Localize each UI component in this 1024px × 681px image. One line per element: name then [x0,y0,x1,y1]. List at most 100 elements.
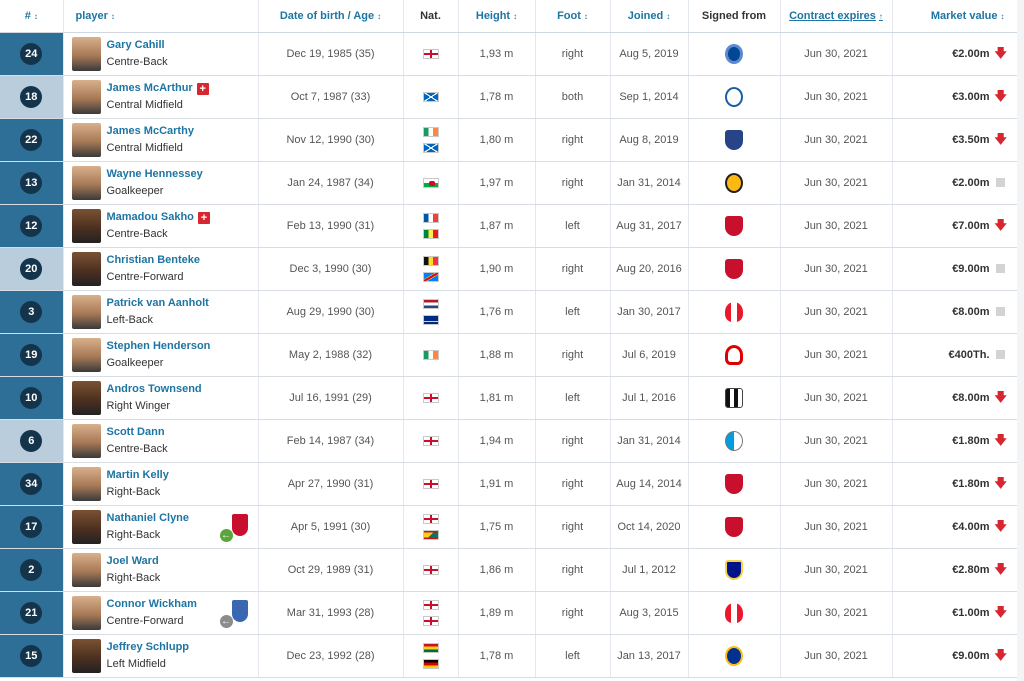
col-header-contract-expires[interactable]: Contract expires ↑ [780,0,893,33]
player-name-link[interactable]: Gary Cahill [106,39,165,51]
player-avatar[interactable] [71,424,101,458]
market-value-link[interactable]: €7.00m [952,219,990,232]
height-cell: 1,88 m [458,333,536,377]
player-cell: Wayne Hennessey Goalkeeper [63,161,259,205]
player-name-link[interactable]: Stephen Henderson [106,340,211,352]
player-avatar[interactable] [71,553,101,587]
player-avatar[interactable] [71,381,101,415]
market-value-link[interactable]: €4.00m [952,520,990,533]
injury-icon[interactable]: + [196,83,209,95]
col-header-height[interactable]: Height ↕ [458,0,536,33]
col-header-number[interactable]: # ↕ [0,0,64,33]
player-name-link[interactable]: Mamadou Sakho [106,211,194,223]
col-header-joined[interactable]: Joined ↕ [610,0,689,33]
col-header-player[interactable]: player ↕ [63,0,259,33]
flag-grenada-icon [422,530,439,540]
player-name-link[interactable]: Patrick van Aanholt [106,297,209,309]
liverpool-crest-icon[interactable] [725,216,743,236]
player-name-link[interactable]: Andros Townsend [106,383,202,395]
wigan-crest-icon[interactable] [725,87,743,107]
shirt-number-badge: 3 [20,301,43,323]
player-avatar[interactable] [71,295,101,329]
player-cell: Connor Wickham Centre-Forward ← [63,591,259,635]
player-name-link[interactable]: Connor Wickham [106,598,197,610]
table-row[interactable]: 17 Nathaniel Clyne Right-Back ← Apr 5, 1991 … [0,505,1018,549]
player-avatar[interactable] [71,510,101,544]
player-avatar[interactable] [71,166,101,200]
table-row[interactable]: 2 Joel Ward Right-Back Oct 29, 1989 (31) 1,8… [0,548,1018,592]
liverpool-crest-icon[interactable] [725,474,743,494]
table-row[interactable]: 10 Andros Townsend Right Winger Jul 16, 199… [0,376,1018,420]
player-avatar[interactable] [71,80,101,114]
newcastle-crest-icon[interactable] [725,388,743,408]
table-row[interactable]: 18 James McArthur + Central Midfield Oct 7, … [0,75,1018,119]
col-header-dob[interactable]: Date of birth / Age ↕ [258,0,404,33]
market-value-link[interactable]: €8.00m [952,306,990,318]
market-value-link[interactable]: €1.00m [952,606,990,619]
player-name-link[interactable]: Joel Ward [106,555,159,567]
liverpool-crest-icon[interactable] [725,259,743,279]
sunderland-crest-icon[interactable] [725,302,743,322]
player-name-link[interactable]: James McArthur [106,82,193,94]
market-value-cell: €9.00m [892,247,1018,291]
col-header-foot[interactable]: Foot ↕ [535,0,611,33]
player-avatar[interactable] [71,209,101,243]
injury-icon[interactable]: + [197,212,210,224]
player-name-link[interactable]: James McCarthy [106,125,194,137]
player-name-link[interactable]: Nathaniel Clyne [106,512,190,524]
col-header-market-value[interactable]: Market value ↕ [892,0,1018,33]
market-value-link[interactable]: €2.00m [952,47,990,60]
market-value-link[interactable]: €3.00m [952,90,990,103]
table-row[interactable]: 15 Jeffrey Schlupp Left Midfield Dec 23, 19… [0,634,1018,678]
table-row[interactable]: 24 Gary Cahill Centre-Back Dec 19, 1985 (35… [0,32,1018,76]
wolves-crest-icon[interactable] [725,173,743,193]
player-name-link[interactable]: Jeffrey Schlupp [106,641,190,653]
date-of-birth-age: Dec 19, 1985 (35) [258,32,404,76]
player-avatar[interactable] [71,37,101,71]
player-avatar[interactable] [71,467,101,501]
blackburn-crest-icon[interactable] [725,431,743,451]
liverpool-crest-icon[interactable] [725,517,743,537]
table-row[interactable]: 13 Wayne Hennessey Goalkeeper Jan 24, 1987 … [0,161,1018,205]
table-row[interactable]: 6 Scott Dann Centre-Back Feb 14, 1987 (34) 1… [0,419,1018,463]
on-loan-from-sheffield-wednesday-icon[interactable]: ← [219,600,248,628]
sort-icon: ↕ [666,12,671,21]
everton-crest-icon[interactable] [725,130,743,150]
market-value-link[interactable]: €2.00m [952,177,990,189]
on-loan-from-liverpool-icon[interactable]: ← [219,514,248,542]
market-value-link[interactable]: €2.80m [952,563,990,576]
market-value-link[interactable]: €3.50m [952,133,990,146]
table-row[interactable]: 3 Patrick van Aanholt Left-Back Aug 29, 199… [0,290,1018,334]
player-name-link[interactable]: Scott Dann [106,426,165,438]
market-value-link[interactable]: €8.00m [952,391,990,404]
market-value-link[interactable]: €9.00m [952,649,990,662]
market-value-link[interactable]: €9.00m [952,263,990,275]
sunderland-crest-icon[interactable] [725,603,743,623]
table-row[interactable]: 19 Stephen Henderson Goalkeeper May 2, 1988… [0,333,1018,377]
chelsea-crest-icon[interactable] [725,44,743,64]
table-row[interactable]: 21 Connor Wickham Centre-Forward ← Mar 31, 1… [0,591,1018,635]
shirt-number-badge: 6 [20,430,43,452]
player-avatar[interactable] [71,639,101,673]
table-row[interactable]: 12 Mamadou Sakho + Centre-Back Feb 13, 1990 … [0,204,1018,248]
player-name-link[interactable]: Martin Kelly [106,469,169,481]
table-row[interactable]: 20 Christian Benteke Centre-Forward Dec 3, … [0,247,1018,291]
player-name-link[interactable]: Wayne Hennessey [106,168,203,180]
market-value-link[interactable]: €1.80m [952,477,990,490]
market-value-link[interactable]: €1.80m [952,434,990,447]
foot-cell: right [535,548,611,592]
player-avatar[interactable] [71,123,101,157]
portsmouth-crest-icon[interactable] [725,560,743,580]
market-value-link[interactable]: €400Th. [948,349,990,361]
leicester-crest-icon[interactable] [725,646,743,666]
player-avatar[interactable] [71,252,101,286]
player-avatar[interactable] [71,338,101,372]
table-row[interactable]: 34 Martin Kelly Right-Back Apr 27, 1990 (31… [0,462,1018,506]
date-of-birth-age: Apr 27, 1990 (31) [258,462,404,506]
nottingham-forest-crest-icon[interactable] [725,345,743,365]
table-row[interactable]: 22 James McCarthy Central Midfield Nov 12, … [0,118,1018,162]
date-of-birth-age: Apr 5, 1991 (30) [258,505,404,549]
foot-cell: both [535,75,611,119]
player-avatar[interactable] [71,596,101,630]
player-name-link[interactable]: Christian Benteke [106,254,201,266]
